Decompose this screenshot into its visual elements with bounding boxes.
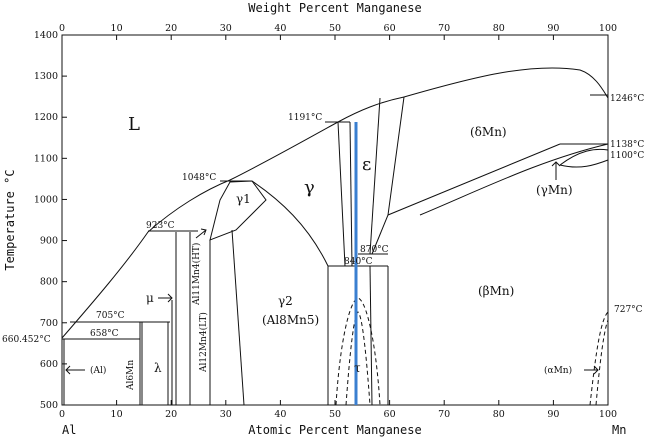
label-1246: 1246°C (610, 94, 644, 104)
x-tick-label: 20 (165, 409, 177, 420)
phase-gamma2-formula: (Al8Mn5) (262, 313, 319, 327)
label-660: 660.452°C (2, 335, 51, 345)
phase-L: L (128, 114, 140, 135)
label-923: 923°C (146, 221, 175, 231)
x-tick-label: 50 (329, 409, 341, 420)
label-658: 658°C (90, 329, 119, 339)
tau-mid (369, 265, 373, 406)
top-tick-label: 10 (111, 23, 123, 34)
gamma2-left (231, 229, 245, 406)
label-870: 870°C (360, 245, 389, 255)
y-tick-label: 700 (40, 318, 58, 329)
top-tick-label: 40 (274, 23, 286, 34)
x-tick-label: 0 (59, 409, 65, 420)
liquidus-delta (403, 67, 609, 99)
x-tick-label: 70 (438, 409, 450, 420)
phase-gamma: γ (304, 177, 315, 198)
phase-gamma-mn: (γMn) (536, 183, 573, 197)
y-tick-label: 1100 (34, 153, 58, 164)
left-element-label: Al (62, 423, 76, 437)
label-1048: 1048°C (182, 173, 216, 183)
top-tick-label: 30 (220, 23, 232, 34)
phase-tau: τ (354, 361, 361, 375)
phase-lambda: λ (154, 361, 162, 375)
right-element-label: Mn (612, 423, 626, 437)
liquidus-epsilon (337, 96, 405, 123)
top-tick-label: 60 (384, 23, 396, 34)
phase-al6mn: Al6Mn (126, 360, 136, 391)
alpha-mn-arrow (584, 365, 599, 375)
phase-mu: μ (146, 291, 154, 305)
label-727: 727°C (614, 305, 643, 315)
y-tick-label: 1300 (34, 71, 58, 82)
gamma1-region (209, 180, 267, 241)
top-tick-label: 70 (438, 23, 450, 34)
phase-al: (Al) (90, 365, 106, 376)
phase-epsilon: ε (362, 154, 371, 175)
top-axis-title: Weight Percent Manganese (248, 1, 421, 15)
phase-alpha-mn: (αMn) (544, 365, 572, 376)
phase-gamma2: γ2 (278, 294, 293, 308)
x-tick-label: 60 (384, 409, 396, 420)
top-tick-label: 100 (599, 23, 617, 34)
al11-arrow (195, 228, 207, 239)
y-axis-title: Temperature °C (3, 169, 17, 270)
top-tick-label: 20 (165, 23, 177, 34)
phase-gamma1: γ1 (236, 192, 251, 206)
label-1191: 1191°C (288, 113, 322, 123)
eps-right-boundary (369, 97, 381, 255)
top-tick-label: 0 (59, 23, 65, 34)
label-840: 840°C (344, 257, 373, 267)
label-1100: 1100°C (610, 151, 644, 161)
label-1138: 1138°C (610, 140, 644, 150)
left-axis-ticks: 500 600 700 800 900 1000 1100 1200 1300 1400 (34, 30, 67, 411)
eps-beta-boundary (371, 96, 405, 255)
bottom-axis-title: Atomic Percent Manganese (248, 423, 421, 437)
tau-dash-outer (335, 297, 381, 406)
top-axis-ticks: 0 10 20 30 40 50 60 70 80 90 100 (59, 23, 617, 40)
phase-al12mn4-lt: Al12Mn4(LT) (198, 312, 209, 373)
alpha-dash (589, 311, 609, 406)
tau-dash-inner (345, 311, 371, 406)
alpha-dash-2 (595, 319, 609, 406)
gamma-mn-loop (559, 148, 609, 168)
plot-frame (61, 34, 609, 406)
y-tick-label: 1000 (34, 194, 58, 205)
phase-delta-mn: (δMn) (470, 125, 507, 139)
y-tick-label: 800 (40, 277, 58, 288)
x-tick-label: 30 (220, 409, 232, 420)
x-tick-label: 40 (274, 409, 286, 420)
y-tick-label: 900 (40, 236, 58, 247)
phase-al11mn4-ht: Al11Mn4(HT) (191, 243, 202, 306)
y-tick-label: 1400 (34, 30, 58, 41)
top-tick-label: 50 (329, 23, 341, 34)
y-tick-label: 600 (40, 359, 58, 370)
bottom-axis-ticks: 0 10 20 30 40 50 60 70 80 90 100 (59, 400, 617, 420)
al-arrow (65, 365, 85, 375)
gamma-left-boundary (251, 180, 329, 267)
x-tick-label: 80 (493, 409, 505, 420)
top-tick-label: 90 (547, 23, 559, 34)
gamma-mn-arrow (551, 161, 561, 180)
y-tick-label: 1200 (34, 112, 58, 123)
x-tick-label: 10 (111, 409, 123, 420)
y-tick-label: 500 (40, 400, 58, 411)
phase-beta-mn: (βMn) (478, 284, 514, 298)
liquidus-gamma (229, 121, 339, 181)
gamma-eps-boundary (337, 121, 346, 267)
top-tick-label: 80 (493, 23, 505, 34)
x-tick-label: 90 (547, 409, 559, 420)
x-tick-label: 100 (599, 409, 617, 420)
beta-region-line (387, 143, 561, 216)
liquidus-curve (61, 179, 231, 339)
label-705: 705°C (96, 311, 125, 321)
beta-upper-curve (419, 143, 609, 216)
gamma-right-boundary (349, 121, 353, 267)
mu-arrow (158, 293, 173, 303)
